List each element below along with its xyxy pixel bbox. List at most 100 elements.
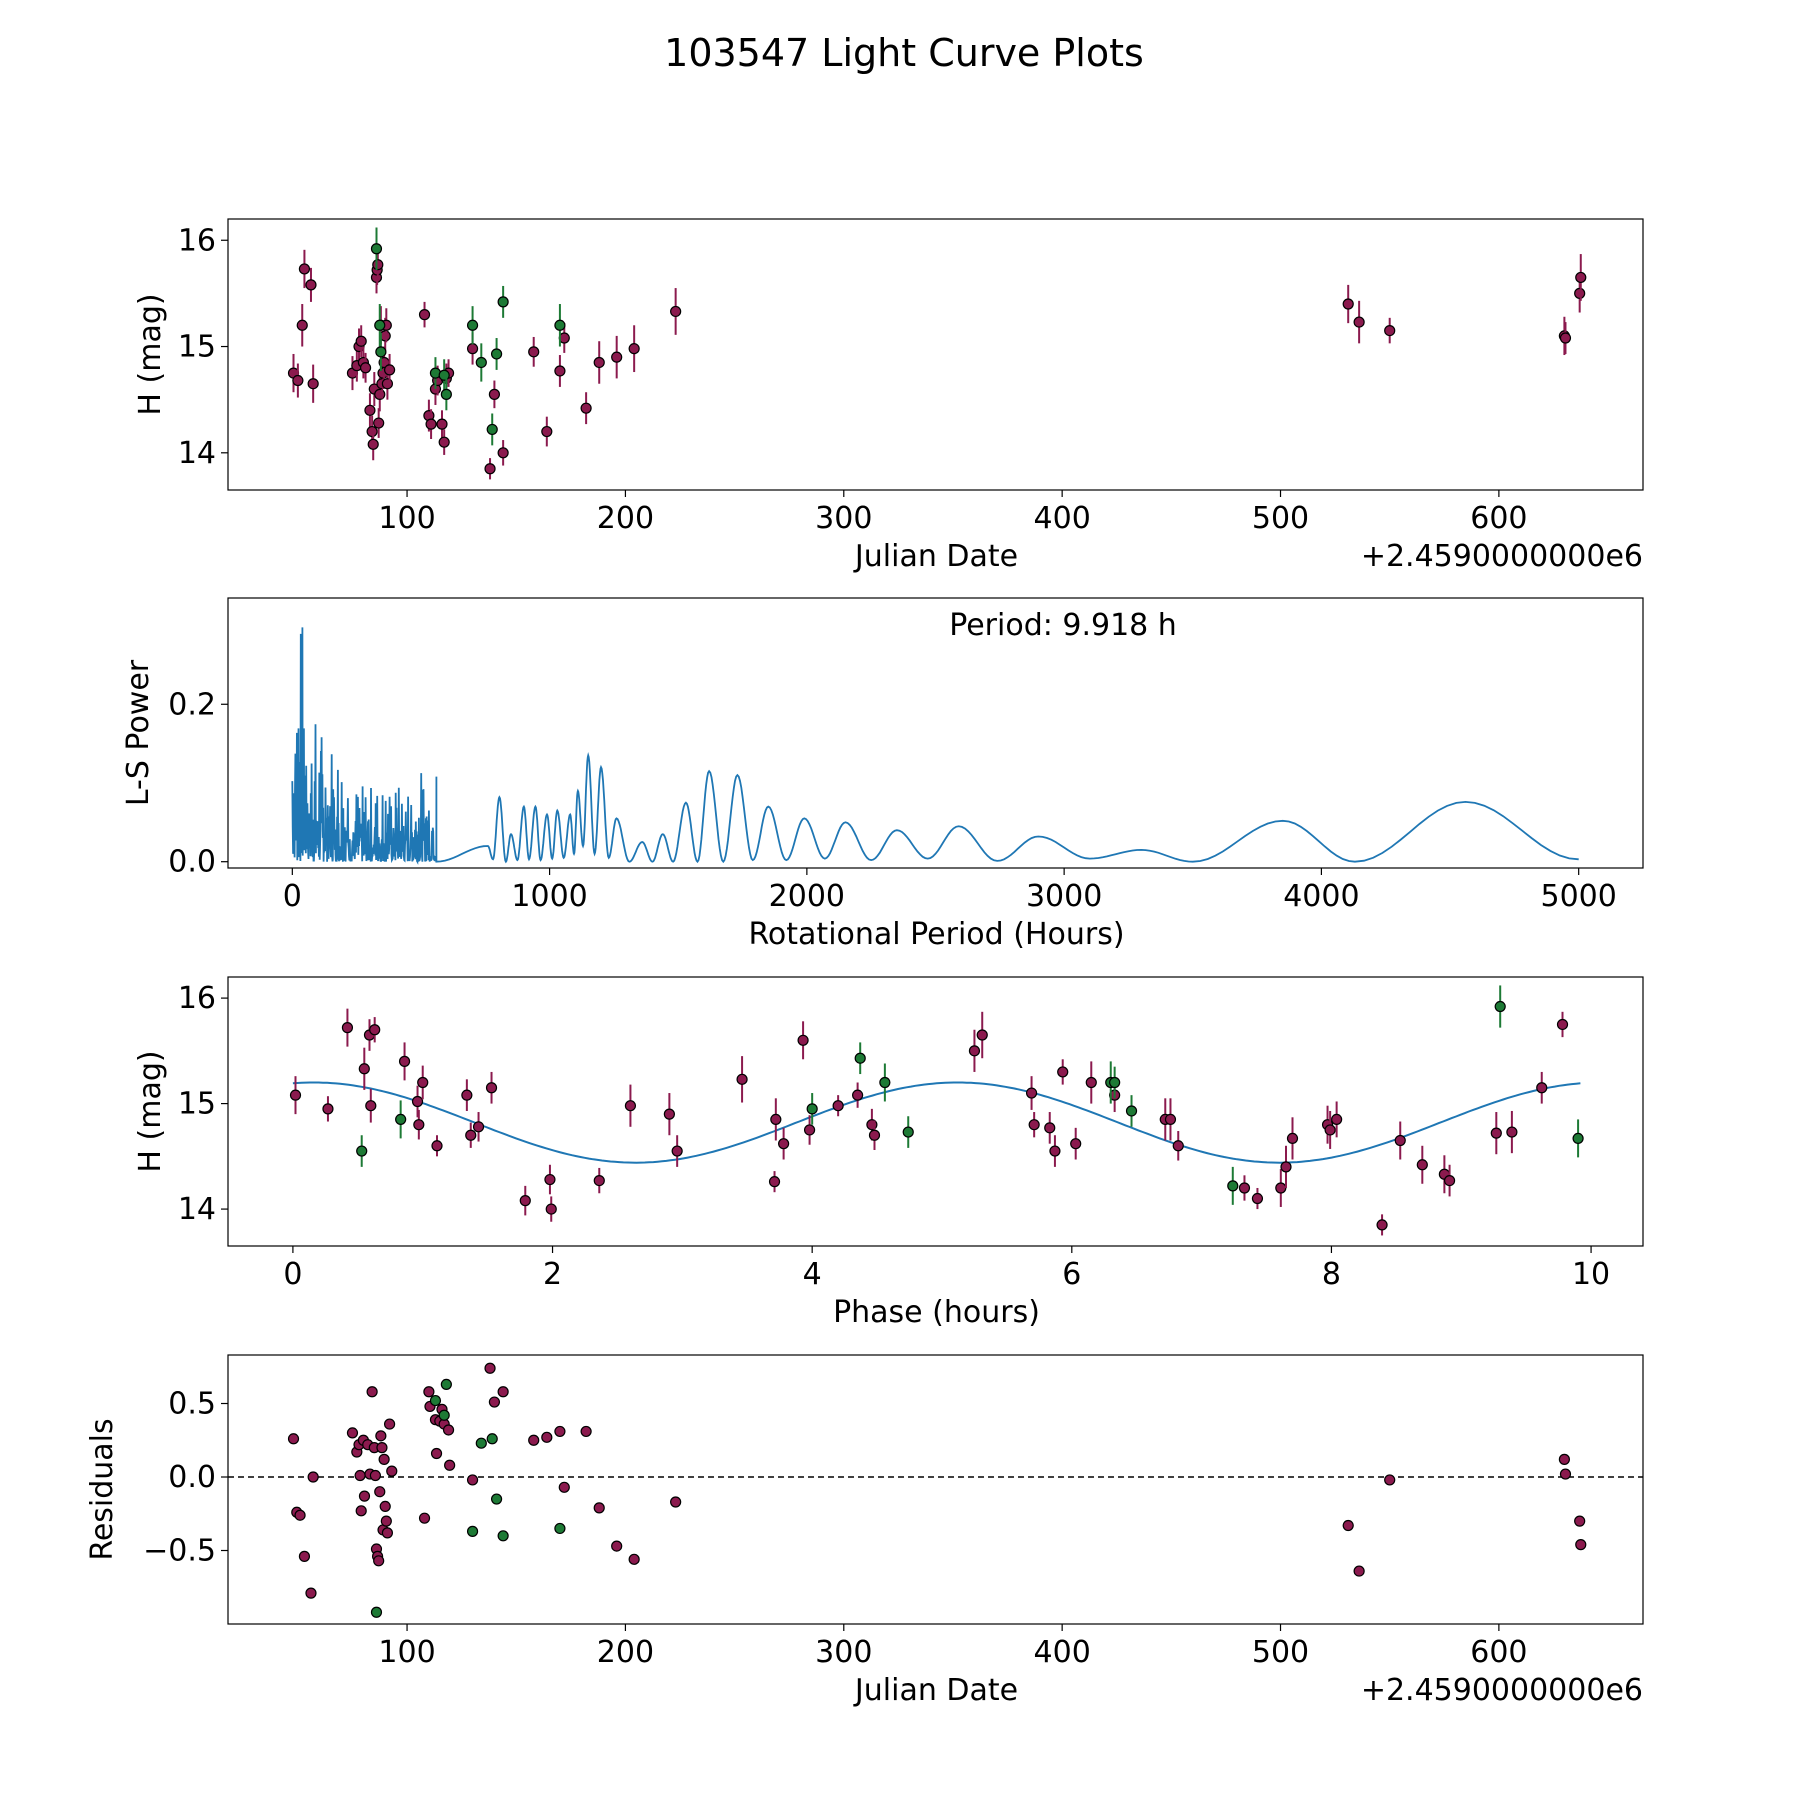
purple-data-point xyxy=(305,1587,317,1599)
purple-data-point xyxy=(1376,1219,1388,1231)
purple-data-point xyxy=(472,1121,485,1133)
green-data-point xyxy=(438,369,450,381)
green-data-point xyxy=(1227,1180,1239,1192)
y-tick-label: 0.2 xyxy=(168,687,216,722)
purple-data-point xyxy=(485,1082,498,1094)
purple-data-point xyxy=(358,1490,371,1502)
purple-data-point xyxy=(364,404,376,416)
y-tick-label: 14 xyxy=(178,1192,216,1227)
purple-data-point xyxy=(852,1089,864,1101)
green-data-point xyxy=(466,1525,479,1537)
green-data-point xyxy=(429,1394,442,1407)
purple-data-point xyxy=(1044,1122,1056,1134)
period-annotation: Period: 9.918 h xyxy=(949,608,1177,643)
purple-data-point xyxy=(1575,271,1587,284)
purple-data-point xyxy=(558,1481,570,1493)
y-tick-label: 15 xyxy=(178,330,216,365)
x-tick-label: 300 xyxy=(815,1635,872,1670)
purple-data-point xyxy=(292,374,304,387)
purple-data-point xyxy=(398,1055,411,1067)
purple-data-point xyxy=(1536,1082,1548,1094)
phase-folded-panel: 0 2 4 6 8 10 14 15 16 Phase (hours) H (mag) xyxy=(133,976,1644,1330)
purple-data-point xyxy=(736,1073,748,1085)
purple-data-point xyxy=(1574,1515,1586,1527)
purple-data-point xyxy=(611,351,623,363)
purple-data-point xyxy=(365,1100,377,1112)
purple-data-point xyxy=(1085,1076,1097,1089)
purple-data-point xyxy=(1280,1161,1292,1173)
x-tick-label: 600 xyxy=(1470,1635,1527,1670)
purple-data-point xyxy=(355,335,367,347)
green-data-point xyxy=(806,1103,818,1115)
x-tick-label: 100 xyxy=(378,1635,435,1670)
purple-data-point xyxy=(466,1474,479,1486)
purple-data-point xyxy=(797,1034,809,1046)
x-tick-label: 200 xyxy=(597,501,654,536)
purple-data-point xyxy=(593,1502,605,1514)
x-tick-label: 1000 xyxy=(511,879,587,914)
purple-data-point xyxy=(554,365,566,377)
purple-data-point xyxy=(663,1108,675,1120)
green-data-point xyxy=(554,319,566,331)
x-axis-label: Rotational Period (Hours) xyxy=(748,917,1124,952)
purple-data-point xyxy=(1559,332,1572,344)
purple-data-point xyxy=(465,1129,477,1141)
x-tick-label: 100 xyxy=(378,501,435,536)
purple-data-point xyxy=(528,346,540,358)
purple-data-point xyxy=(1342,298,1354,310)
green-data-point xyxy=(486,1433,498,1445)
x-tick-label: 4 xyxy=(803,1257,822,1292)
purple-data-point xyxy=(298,1550,311,1562)
purple-data-point xyxy=(497,1386,509,1398)
y-axis-label: H (mag) xyxy=(133,1050,168,1172)
sinusoid-fit-line xyxy=(292,1081,1581,1164)
green-data-point xyxy=(490,1493,503,1505)
periodogram-line xyxy=(291,627,1579,865)
purple-data-point xyxy=(1384,324,1396,337)
x-tick-label: 6 xyxy=(1062,1257,1081,1292)
green-data-point xyxy=(475,1437,487,1449)
purple-data-point xyxy=(307,378,319,390)
purple-data-point xyxy=(294,1509,306,1521)
purple-data-point xyxy=(488,1396,501,1408)
green-data-point xyxy=(879,1076,891,1089)
x-tick-label: 10 xyxy=(1572,1257,1610,1292)
purple-data-point xyxy=(411,1095,424,1108)
purple-data-point xyxy=(431,1140,443,1152)
green-data-point xyxy=(440,1378,452,1390)
purple-data-point xyxy=(413,1119,425,1131)
green-data-point xyxy=(1494,1000,1506,1013)
x-tick-label: 500 xyxy=(1252,1635,1309,1670)
purple-data-point xyxy=(1559,1468,1572,1480)
purple-data-point xyxy=(346,1427,359,1439)
purple-data-point xyxy=(1416,1159,1428,1171)
purple-data-point xyxy=(376,1442,388,1454)
x-axis-label: Phase (hours) xyxy=(833,1295,1040,1330)
green-data-point xyxy=(438,1409,450,1421)
purple-data-point xyxy=(383,364,396,376)
green-data-point xyxy=(375,346,387,358)
purple-data-point xyxy=(305,279,317,291)
purple-data-point xyxy=(1070,1138,1082,1150)
purple-data-point xyxy=(1384,1474,1396,1486)
purple-data-point xyxy=(322,1103,334,1115)
purple-data-point xyxy=(375,1430,387,1442)
purple-data-point xyxy=(1556,1018,1569,1031)
purple-data-point xyxy=(497,447,509,459)
purple-data-point xyxy=(366,1386,378,1398)
x-tick-label: 0 xyxy=(283,879,302,914)
purple-data-point xyxy=(1331,1113,1343,1126)
purple-data-point xyxy=(1353,1565,1365,1577)
green-data-point xyxy=(356,1145,368,1157)
purple-data-point xyxy=(442,1424,455,1436)
purple-data-point xyxy=(803,1124,816,1136)
purple-data-point xyxy=(580,402,592,414)
purple-data-point xyxy=(287,1433,300,1445)
x-tick-label: 4000 xyxy=(1283,879,1359,914)
purple-data-point xyxy=(436,418,448,430)
y-tick-label: 0.0 xyxy=(168,1460,216,1495)
purple-data-point xyxy=(1164,1113,1177,1126)
purple-data-point xyxy=(554,1425,566,1438)
x-tick-label: 300 xyxy=(815,501,872,536)
purple-data-point xyxy=(379,1500,391,1513)
